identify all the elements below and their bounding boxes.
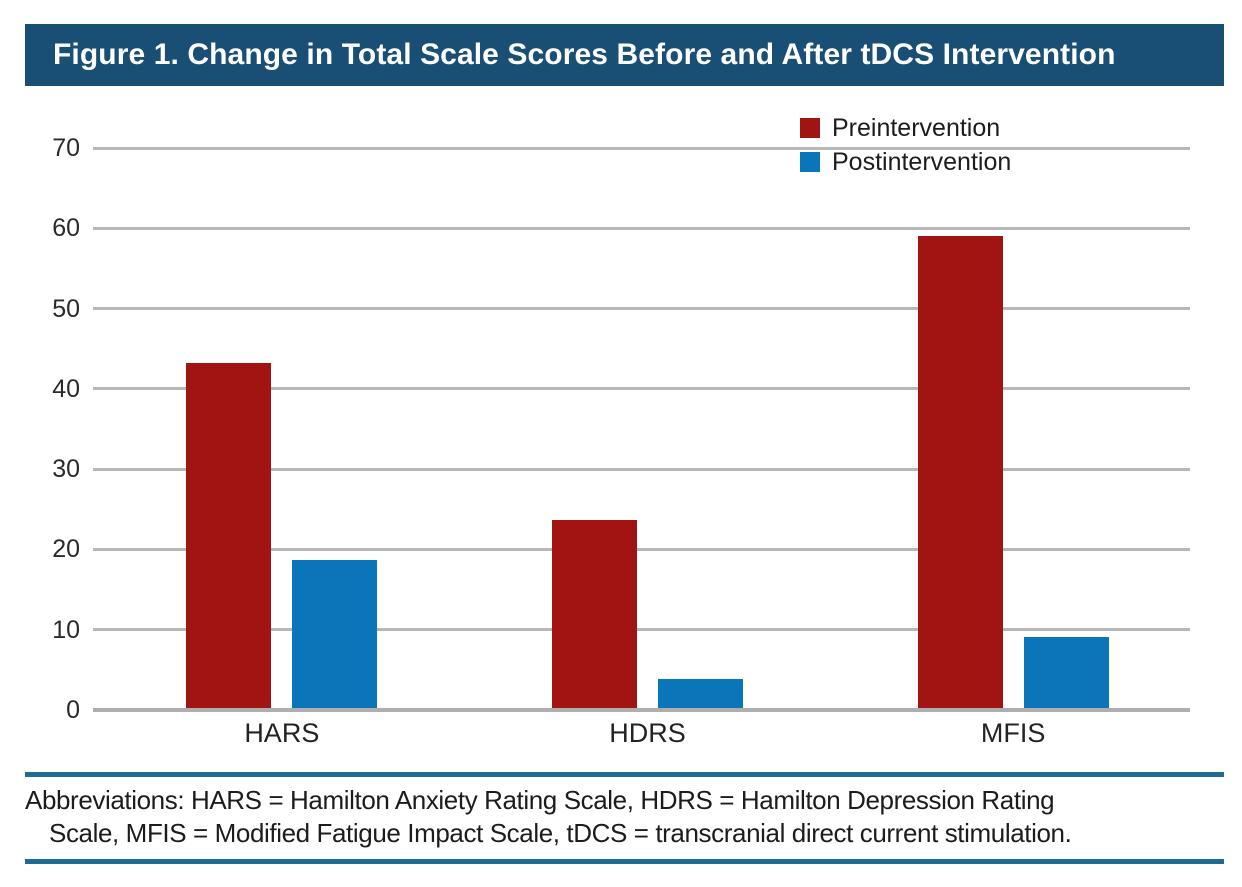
gridline-30 (93, 467, 1190, 471)
y-tick-label-30: 30 (52, 455, 80, 484)
bar-mfis-postintervention (1023, 636, 1109, 710)
y-tick-label-0: 0 (66, 696, 80, 724)
bar-mfis-preintervention (917, 236, 1003, 710)
gridline-20 (93, 547, 1190, 551)
footnote-line-2: Scale, MFIS = Modified Fatigue Impact Sc… (49, 818, 1072, 848)
preintervention-swatch-icon (800, 118, 820, 138)
legend-item-postintervention: Postintervention (800, 147, 1012, 176)
gridline-70 (93, 146, 1190, 150)
abbreviations-footnote: Abbreviations: HARS = Hamilton Anxiety R… (25, 772, 1224, 864)
postintervention-swatch-icon (800, 152, 820, 172)
figure-title-bar: Figure 1. Change in Total Scale Scores B… (25, 24, 1224, 86)
bar-hars-preintervention (186, 363, 272, 710)
gridline-50 (93, 307, 1190, 311)
figure-title: Figure 1. Change in Total Scale Scores B… (53, 38, 1116, 71)
x-axis-label-mfis: MFIS (980, 718, 1046, 748)
x-axis: HARS HDRS MFIS (93, 718, 1190, 760)
footnote-line-1: Abbreviations: HARS = Hamilton Anxiety R… (25, 785, 1055, 815)
legend-label: Postintervention (832, 147, 1012, 176)
gridline-10 (93, 628, 1190, 632)
x-axis-baseline (93, 708, 1190, 712)
y-axis: 0 10 20 30 40 50 60 70 (0, 134, 80, 724)
bar-hdrs-preintervention (552, 519, 637, 710)
x-axis-label-hdrs: HDRS (609, 718, 686, 748)
legend: Preintervention Postintervention (800, 113, 1012, 184)
y-tick-label-20: 20 (52, 535, 80, 564)
y-tick-label-70: 70 (52, 134, 80, 162)
y-tick-label-60: 60 (52, 214, 80, 243)
bar-hars-postintervention (292, 559, 378, 710)
x-axis-label-hars: HARS (244, 718, 320, 748)
bar-hdrs-postintervention (658, 678, 743, 710)
y-tick-label-50: 50 (52, 294, 80, 323)
plot-area (93, 146, 1190, 712)
gridline-60 (93, 226, 1190, 230)
legend-label: Preintervention (832, 113, 1001, 142)
gridline-40 (93, 387, 1190, 391)
y-tick-label-10: 10 (52, 615, 80, 644)
y-tick-label-40: 40 (52, 374, 80, 403)
legend-item-preintervention: Preintervention (800, 113, 1011, 142)
